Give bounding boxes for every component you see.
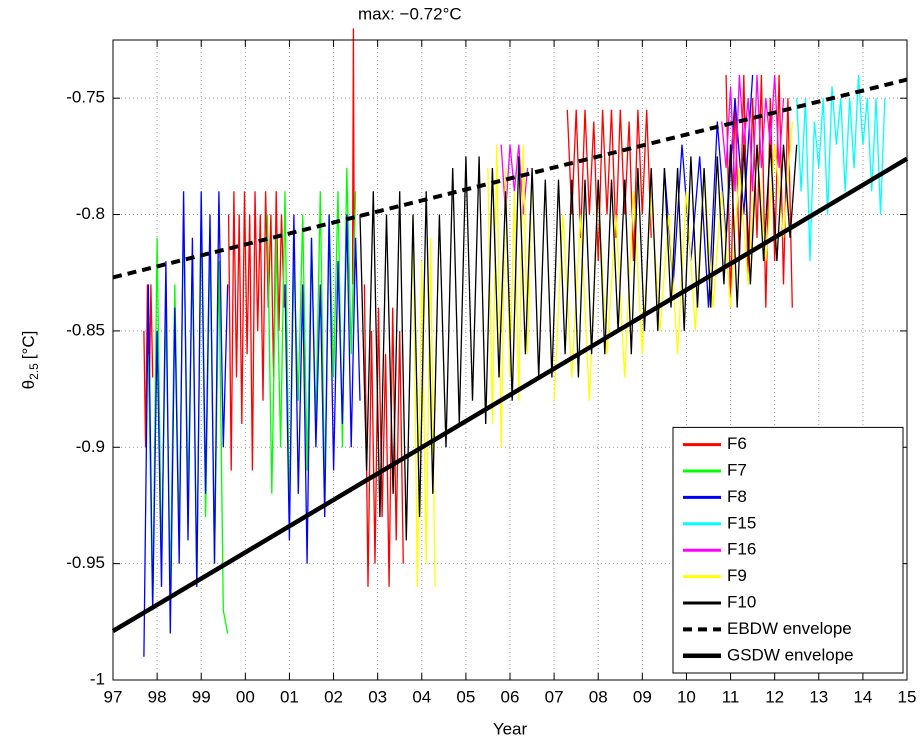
series-line <box>111 156 909 634</box>
x-tick-label: 09 <box>633 687 652 706</box>
y-tick-label: -0.75 <box>66 88 105 107</box>
x-tick-label: 14 <box>853 687 872 706</box>
x-tick-label: 98 <box>148 687 167 706</box>
x-tick-label: 06 <box>501 687 520 706</box>
y-tick-label: -0.8 <box>76 204 105 223</box>
y-axis-label: θ2.5 [°C] <box>19 331 41 390</box>
legend-label: F8 <box>727 487 747 506</box>
x-tick-label: 02 <box>324 687 343 706</box>
x-tick-label: 11 <box>722 687 740 706</box>
y-label-sub: 2.5 <box>27 363 41 380</box>
y-tick-label: -0.95 <box>66 553 105 572</box>
legend-label: F10 <box>727 592 756 611</box>
y-tick-label: -0.85 <box>66 320 105 339</box>
x-tick-label: 05 <box>456 687 475 706</box>
x-tick-label: 01 <box>280 687 299 706</box>
annotation: max: −0.72°C <box>358 4 462 23</box>
x-tick-label: 13 <box>809 687 828 706</box>
y-label-symbol: θ <box>19 380 38 389</box>
legend-label: F16 <box>727 540 756 559</box>
x-tick-label: 03 <box>368 687 387 706</box>
legend-label: F7 <box>727 460 747 479</box>
legend-label: GSDW envelope <box>727 645 854 664</box>
x-tick-label: 97 <box>104 687 123 706</box>
x-tick-label: 08 <box>589 687 608 706</box>
y-label-unit: [°C] <box>19 331 38 360</box>
x-axis-label: Year <box>493 719 528 738</box>
legend-label: EBDW envelope <box>727 619 852 638</box>
x-tick-label: 04 <box>412 687 431 706</box>
series-line <box>143 28 793 587</box>
x-tick-label: 00 <box>236 687 255 706</box>
x-tick-label: 07 <box>545 687 564 706</box>
x-tick-label: 15 <box>898 687 917 706</box>
axes-frame <box>112 39 908 681</box>
y-tick-label: -0.9 <box>76 437 105 456</box>
legend-label: F15 <box>727 513 756 532</box>
y-tick-label: -1 <box>90 669 105 688</box>
legend-label: F9 <box>727 566 747 585</box>
series-line <box>359 144 798 541</box>
legend-label: F6 <box>727 434 747 453</box>
x-tick-label: 99 <box>192 687 211 706</box>
series-line <box>112 77 908 280</box>
x-tick-label: 12 <box>765 687 784 706</box>
x-tick-label: 10 <box>677 687 696 706</box>
